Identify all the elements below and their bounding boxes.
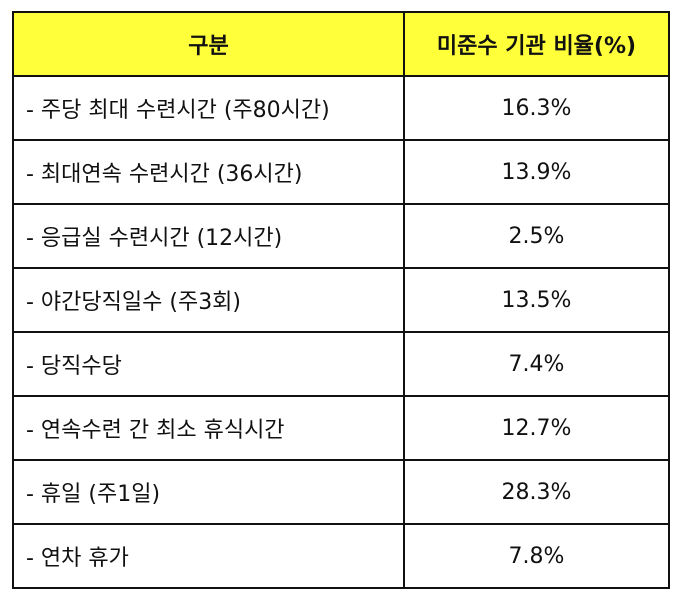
row-value: 7.4% [403,331,670,397]
table-row: - 연차 휴가 7.8% [12,523,670,589]
table-header: 구분 미준수 기관 비율(%) [12,11,670,77]
row-value: 13.5% [403,267,670,333]
row-value: 2.5% [403,203,670,269]
row-label: - 연속수련 간 최소 휴식시간 [12,395,405,461]
table-row: - 최대연속 수련시간 (36시간) 13.9% [12,139,670,205]
row-label: - 휴일 (주1일) [12,459,405,525]
row-label: - 당직수당 [12,331,405,397]
table-row: - 응급실 수련시간 (12시간) 2.5% [12,203,670,269]
table-row: - 야간당직일수 (주3회) 13.5% [12,267,670,333]
header-noncompliance-rate: 미준수 기관 비율(%) [403,11,670,77]
row-value: 13.9% [403,139,670,205]
row-value: 16.3% [403,75,670,141]
row-label: - 연차 휴가 [12,523,405,589]
row-value: 28.3% [403,459,670,525]
row-label: - 응급실 수련시간 (12시간) [12,203,405,269]
row-label: - 주당 최대 수련시간 (주80시간) [12,75,405,141]
header-category: 구분 [12,11,405,77]
row-label: - 야간당직일수 (주3회) [12,267,405,333]
table-row: - 연속수련 간 최소 휴식시간 12.7% [12,395,670,461]
row-value: 7.8% [403,523,670,589]
row-label: - 최대연속 수련시간 (36시간) [12,139,405,205]
table-row: - 주당 최대 수련시간 (주80시간) 16.3% [12,75,670,141]
compliance-table: 구분 미준수 기관 비율(%) - 주당 최대 수련시간 (주80시간) 16.… [12,11,670,589]
table-row: - 휴일 (주1일) 28.3% [12,459,670,525]
table-row: - 당직수당 7.4% [12,331,670,397]
row-value: 12.7% [403,395,670,461]
header-row: 구분 미준수 기관 비율(%) [12,11,670,77]
table-body: - 주당 최대 수련시간 (주80시간) 16.3% - 최대연속 수련시간 (… [12,75,670,589]
